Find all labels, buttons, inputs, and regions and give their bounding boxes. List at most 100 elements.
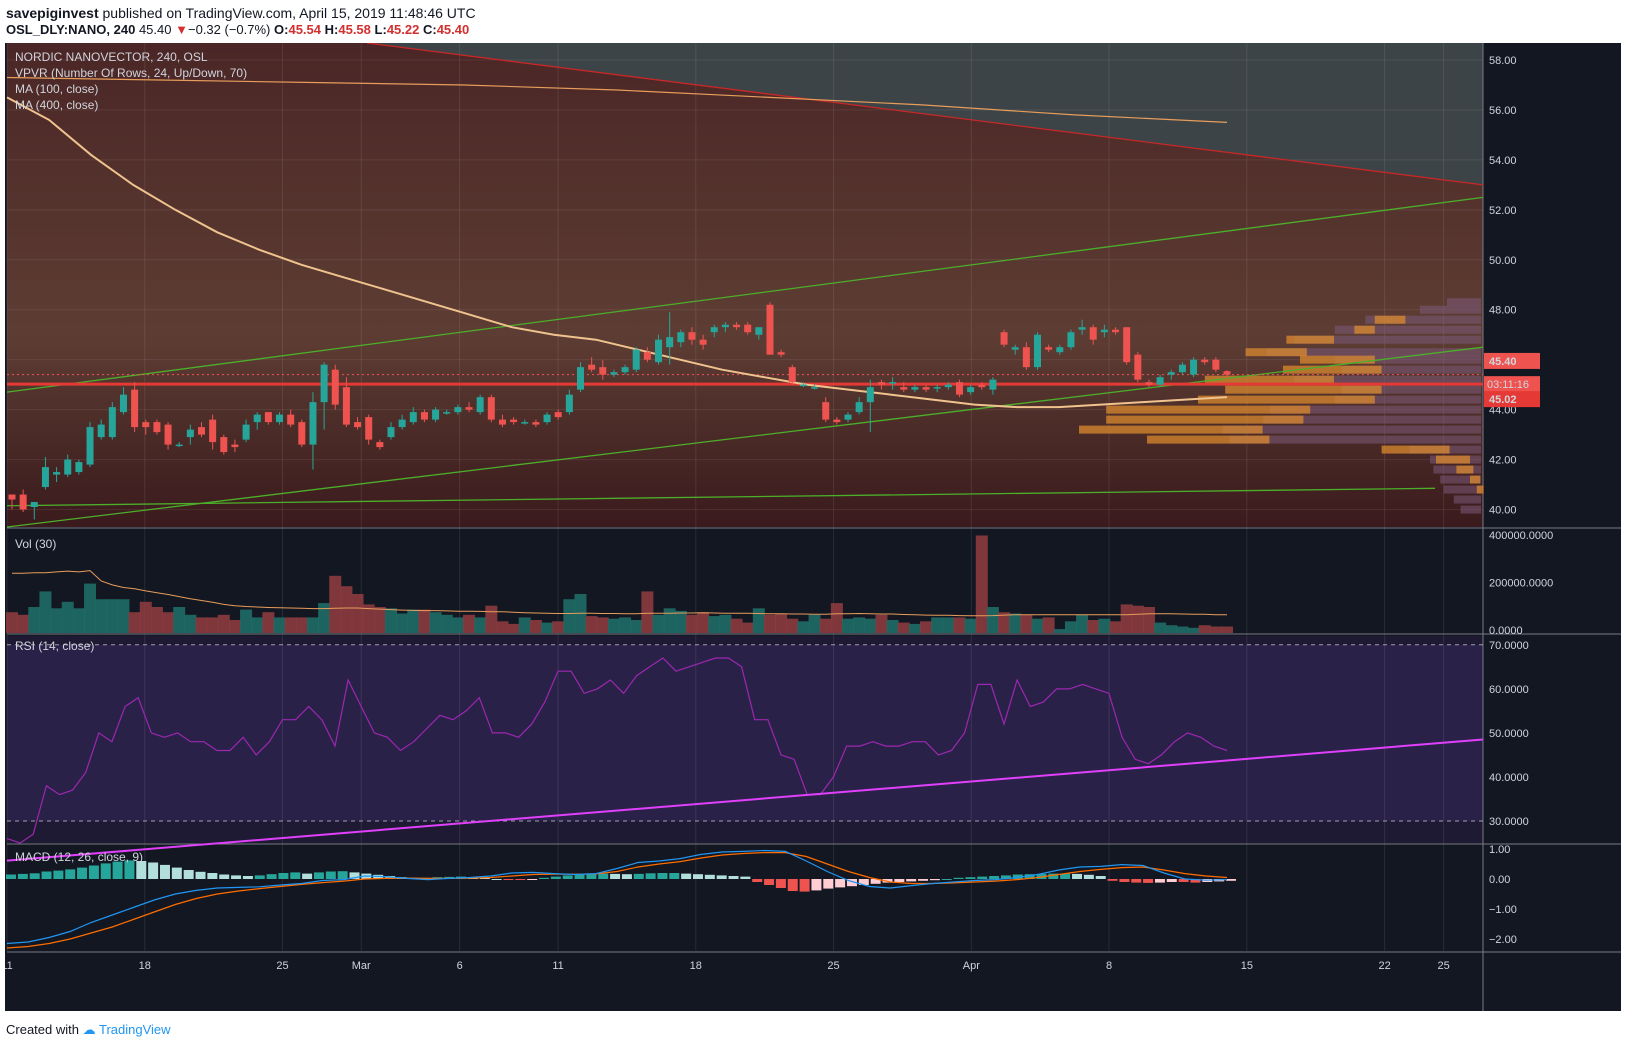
- macd-histogram-bar: [313, 872, 324, 879]
- candle-body: [64, 459, 72, 475]
- macd-histogram-bar: [124, 860, 135, 879]
- volume-bar: [451, 617, 464, 633]
- volume-bar: [763, 614, 776, 633]
- volume-bar: [1087, 620, 1100, 633]
- candle-body: [755, 327, 763, 335]
- candle-body: [242, 424, 250, 440]
- candle-body: [1089, 327, 1097, 340]
- vpvr-down-bar: [1334, 355, 1481, 364]
- candle-body: [532, 422, 540, 425]
- candle-body: [543, 414, 551, 423]
- candle-body: [1034, 334, 1042, 368]
- volume-bar: [986, 607, 999, 633]
- volume-bar: [407, 609, 420, 633]
- candle-body: [521, 422, 529, 424]
- countdown-tag: 03:11:16: [1487, 379, 1529, 391]
- price-change: −0.32 (−0.7%): [188, 22, 271, 37]
- macd-histogram-bar: [539, 877, 550, 879]
- volume-bar: [72, 608, 85, 633]
- x-tick-label: Mar: [352, 960, 371, 972]
- volume-bar: [117, 599, 130, 633]
- volume-bar: [240, 609, 253, 633]
- volume-tick-label: 400000.0000: [1489, 530, 1553, 542]
- macd-histogram-bar: [929, 879, 940, 881]
- volume-bar: [1165, 625, 1178, 633]
- candle-body: [788, 367, 796, 383]
- author-name[interactable]: savepiginvest: [6, 5, 99, 21]
- volume-bar: [262, 612, 275, 633]
- rsi-trendline: [6, 738, 1484, 862]
- macd-title: MACD (12, 26, close, 9): [15, 850, 143, 864]
- candle-body: [197, 427, 205, 435]
- candle-body: [1212, 359, 1220, 370]
- macd-histogram-bar: [254, 875, 265, 879]
- macd-histogram-bar: [195, 871, 206, 879]
- tradingview-brand[interactable]: TradingView: [99, 1022, 171, 1037]
- macd-histogram-bar: [704, 874, 715, 879]
- volume-bar: [373, 607, 386, 633]
- candle-body: [264, 412, 272, 423]
- candle-body: [1178, 364, 1186, 373]
- candle-body: [599, 367, 607, 375]
- candle-body: [331, 369, 339, 405]
- x-tick-label: 11: [552, 960, 563, 972]
- vpvr-up-bar: [1381, 445, 1450, 454]
- low-label: L:: [374, 22, 387, 37]
- vpvr-down-bar: [1341, 365, 1481, 374]
- candle-body: [498, 419, 506, 425]
- macd-histogram-bar: [953, 877, 964, 879]
- ma100-line: [6, 76, 1228, 123]
- candle-body: [1000, 332, 1008, 345]
- vpvr-up-bar: [1245, 348, 1307, 357]
- close-value: 45.40: [436, 22, 470, 37]
- price-tick-label: 42.00: [1489, 455, 1517, 467]
- volume-bar: [741, 622, 754, 633]
- last-price-tag-bg: [1484, 352, 1540, 369]
- macd-histogram-bar: [1226, 879, 1236, 881]
- candle-body: [866, 387, 874, 403]
- vpvr-down-bar: [1419, 305, 1481, 314]
- volume-bar: [819, 618, 832, 633]
- candle-body: [1201, 359, 1209, 363]
- macd-histogram-bar: [53, 870, 64, 879]
- macd-histogram-bar: [941, 879, 952, 880]
- volume-bar: [1053, 629, 1066, 633]
- macd-histogram-bar: [1107, 879, 1118, 881]
- volume-bar: [329, 575, 342, 633]
- macd-histogram-bar: [148, 862, 159, 879]
- candle-body: [342, 387, 350, 425]
- vpvr-down-bar: [1270, 405, 1481, 414]
- x-tick-label: Apr: [963, 960, 980, 972]
- candle-body: [1045, 347, 1053, 350]
- macd-histogram-bar: [242, 876, 253, 879]
- volume-bar: [964, 618, 977, 633]
- candle-body: [744, 324, 752, 333]
- macd-histogram-bar: [1119, 879, 1130, 882]
- volume-bar: [1198, 625, 1211, 633]
- candle-body: [699, 339, 707, 345]
- candle-body: [465, 407, 473, 410]
- tradingview-logo-icon[interactable]: ☁: [82, 1022, 96, 1037]
- candle-body: [164, 424, 172, 445]
- macd-histogram-bar: [1190, 879, 1201, 883]
- chart-canvas[interactable]: 11 18 25 Mar 6 11 18 25 Apr 8 15 22 25 58.00 56.00 54.0…: [5, 43, 1621, 1011]
- volume-bar: [897, 622, 910, 633]
- volume-bar: [920, 621, 933, 633]
- vpvr-up-bar: [1079, 425, 1263, 434]
- candle-body: [376, 442, 384, 448]
- macd-histogram-bar: [811, 879, 822, 891]
- candle-body: [844, 414, 852, 420]
- candle-body: [276, 414, 284, 423]
- volume-bar: [1031, 618, 1044, 633]
- candle-body: [811, 387, 819, 389]
- candle-body: [30, 502, 38, 508]
- macd-histogram-bar: [1083, 874, 1094, 879]
- candle-body: [655, 339, 663, 363]
- x-tick-label: 25: [827, 960, 839, 972]
- ma400-line: [6, 96, 1228, 409]
- price-tick-label: 54.00: [1489, 155, 1517, 167]
- macd-histogram-bar: [219, 874, 230, 879]
- price-tick-label: 50.00: [1489, 255, 1517, 267]
- volume-bar: [318, 603, 331, 633]
- volume-bar: [864, 618, 877, 633]
